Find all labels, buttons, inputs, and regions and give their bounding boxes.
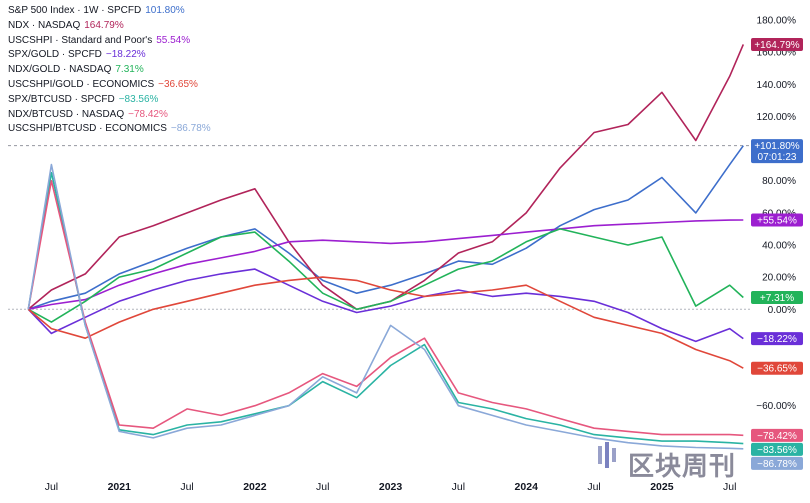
last-value-label: +55.54% (751, 213, 803, 227)
last-value-label: −78.42% (751, 428, 803, 442)
last-value-label: +101.80%07:01:23 (751, 139, 803, 164)
legend-item[interactable]: S&P 500 Index · 1W · SPCFD 101.80% (8, 4, 211, 19)
series-line (27, 179, 744, 437)
x-tick-label: 2023 (379, 481, 403, 493)
legend-value: −18.22% (105, 49, 146, 61)
last-value-label: −36.65% (751, 361, 803, 375)
svg-text:−36.65%: −36.65% (757, 364, 797, 375)
legend-value: 7.31% (115, 64, 144, 76)
series-line (27, 228, 744, 323)
y-tick-label: 160.00% (757, 48, 797, 59)
legend-value: −36.65% (158, 78, 198, 90)
series-line (27, 171, 744, 445)
svg-text:+55.54%: +55.54% (757, 216, 797, 227)
legend-item[interactable]: SPX/GOLD · SPCFD −18.22% (8, 48, 211, 63)
legend-label: NDX · NASDAQ (8, 19, 81, 31)
legend-value: −83.56% (118, 93, 159, 105)
svg-text:−78.42%: −78.42% (757, 431, 797, 442)
series-line (27, 268, 744, 343)
y-tick-label: −60.00% (756, 401, 796, 412)
x-tick-label: 2021 (108, 481, 132, 493)
x-tick-label: Jul (723, 481, 736, 493)
series-layer (27, 44, 745, 450)
last-value-label: −18.22% (751, 332, 803, 346)
legend-value: 55.54% (156, 34, 191, 46)
watermark-text: 区块周刊 (628, 451, 737, 481)
legend-label: S&P 500 Index · 1W · SPCFD (8, 5, 142, 16)
legend-label: USCSHPI/GOLD · ECONOMICS (8, 78, 155, 90)
legend-label: USCSHPI · Standard and Poor's (8, 34, 153, 46)
legend-value: 101.80% (145, 5, 185, 16)
svg-text:+101.80%: +101.80% (754, 141, 799, 152)
legend-label: NDX/GOLD · NASDAQ (8, 64, 112, 76)
y-tick-label: 120.00% (757, 112, 797, 123)
svg-text:07:01:23: 07:01:23 (758, 152, 797, 163)
legend-label: USCSHPI/BTCUSD · ECONOMICS (8, 123, 167, 135)
y-tick-label: 140.00% (757, 80, 797, 91)
x-tick-label: 2022 (243, 481, 267, 493)
last-value-labels: +164.79% +101.80%07:01:23 +55.54% +7.31% −18… (751, 37, 803, 470)
last-value-label: −86.78% (751, 456, 803, 470)
x-tick-label: Jul (45, 481, 58, 493)
x-axis: Jul 2021 Jul 2022 Jul 2023 Jul 2024 Jul 2025 Jul (45, 481, 737, 493)
legend-item[interactable]: USCSHPI/GOLD · ECONOMICS −36.65% (8, 78, 211, 93)
legend-item[interactable]: NDX/GOLD · NASDAQ 7.31% (8, 63, 211, 78)
svg-text:−18.22%: −18.22% (757, 334, 797, 345)
x-tick-label: Jul (452, 481, 465, 493)
svg-text:−86.78%: −86.78% (757, 459, 797, 470)
legend-item[interactable]: USCSHPI · Standard and Poor's 55.54% (8, 34, 211, 49)
last-value-label: −83.56% (751, 442, 803, 456)
y-tick-label: 180.00% (757, 16, 797, 27)
last-value-label: +164.79% (751, 37, 803, 51)
x-tick-label: 2024 (515, 481, 539, 493)
legend-value: −86.78% (170, 123, 211, 135)
y-tick-label: 40.00% (762, 241, 796, 252)
legend-item[interactable]: NDX · NASDAQ 164.79% (8, 19, 211, 34)
legend-label: NDX/BTCUSD · NASDAQ (8, 108, 125, 120)
svg-text:−83.56%: −83.56% (757, 445, 797, 456)
x-tick-label: Jul (316, 481, 329, 493)
legend: S&P 500 Index · 1W · SPCFD 101.80% NDX · N… (8, 4, 211, 137)
last-value-label: +7.31% (751, 291, 803, 305)
legend-item[interactable]: USCSHPI/BTCUSD · ECONOMICS −86.78% (8, 122, 211, 137)
y-tick-label: 0.00% (768, 305, 796, 316)
y-tick-label: 20.00% (762, 273, 796, 284)
x-tick-label: Jul (587, 481, 600, 493)
legend-value: 164.79% (84, 19, 124, 31)
x-tick-label: 2025 (650, 481, 674, 493)
series-line (27, 276, 744, 369)
legend-label: SPX/BTCUSD · SPCFD (8, 93, 115, 105)
series-line (27, 163, 744, 450)
legend-item[interactable]: NDX/BTCUSD · NASDAQ −78.42% (8, 108, 211, 123)
watermark-logo-icon (598, 442, 616, 468)
legend-label: SPX/GOLD · SPCFD (8, 49, 102, 61)
y-tick-label: 80.00% (762, 176, 796, 187)
series-line (28, 145, 744, 311)
legend-item[interactable]: SPX/BTCUSD · SPCFD −83.56% (8, 93, 211, 108)
svg-text:+164.79%: +164.79% (754, 40, 799, 51)
x-tick-label: Jul (180, 481, 193, 493)
legend-value: −78.42% (128, 108, 168, 120)
series-line (28, 219, 744, 311)
svg-text:+7.31%: +7.31% (760, 293, 794, 304)
